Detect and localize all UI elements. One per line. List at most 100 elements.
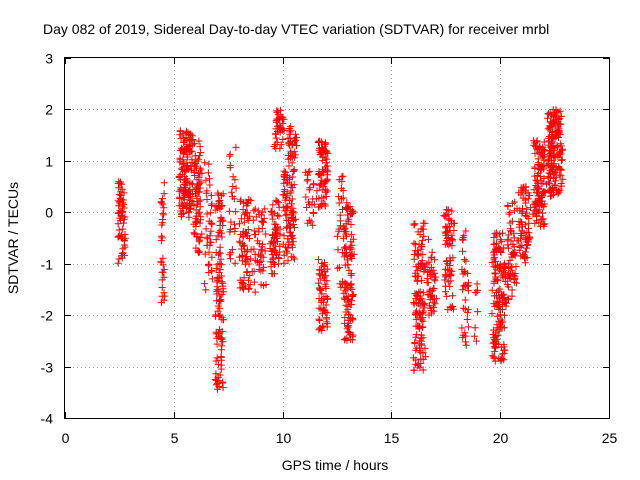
data-point [206,232,214,240]
data-point [236,253,244,261]
data-point [459,286,467,294]
data-point [464,281,472,289]
data-point [190,202,198,210]
data-point [515,189,523,197]
data-point [430,285,438,293]
data-point [490,253,498,261]
data-point [500,324,508,332]
data-point [342,204,350,212]
data-point [521,248,529,256]
data-point [471,332,479,340]
data-point [464,323,472,331]
x-tick-label: 15 [384,430,400,446]
data-point [183,159,191,167]
data-point [194,247,202,255]
data-point [343,249,350,257]
data-point [275,199,282,207]
data-point [229,173,237,181]
data-point [556,115,564,123]
data-point [323,318,331,326]
data-point [473,280,481,288]
data-point [273,107,281,115]
data-point [496,285,504,293]
data-point [411,290,419,298]
data-point [492,245,500,253]
data-point [212,264,220,272]
data-point [497,323,505,331]
data-point [280,232,288,240]
data-point [289,217,297,225]
data-point [214,232,222,240]
data-point [197,149,205,156]
data-point [422,353,430,361]
data-point [186,186,194,194]
data-point [274,238,282,245]
data-point [544,173,552,181]
data-point [186,142,194,150]
data-point [500,294,508,301]
data-point [555,116,562,124]
data-point [213,278,221,286]
data-point [239,240,247,248]
data-point [474,286,481,294]
data-point [206,238,214,246]
data-point [341,296,349,304]
data-point [496,236,504,244]
data-point [249,216,257,224]
data-point [424,268,432,276]
data-point [237,215,245,223]
data-point [544,110,552,117]
data-point [198,169,206,177]
data-point [226,251,234,259]
data-point [419,225,427,233]
data-point [218,316,226,324]
data-point [348,336,356,344]
data-point [411,240,419,248]
data-point [341,224,349,232]
data-point [121,213,129,221]
data-point [473,288,481,296]
data-point [344,305,352,313]
data-point [191,152,199,160]
data-point [277,141,285,149]
data-point [524,195,532,203]
data-point [547,185,554,193]
data-point [245,260,253,268]
data-point [250,278,258,286]
data-point [197,166,205,174]
data-point [159,254,167,262]
data-point [546,151,554,159]
data-point [530,186,538,194]
data-point [442,222,450,230]
data-point [159,216,167,223]
data-point [340,294,348,302]
data-point [543,162,551,170]
data-point [120,204,128,212]
data-point [276,230,284,238]
data-point [430,298,438,306]
data-point [196,196,204,204]
data-point [460,232,468,240]
data-point [498,238,506,246]
y-axis-title: SDTVAR / TECUs [5,182,21,294]
data-point [310,180,318,188]
data-point [202,225,210,233]
data-point [280,251,288,259]
data-point [175,174,183,181]
data-point [279,125,287,133]
data-point [288,195,296,203]
data-point [237,231,245,238]
data-point [461,296,469,304]
data-point [290,209,297,217]
data-point [317,285,325,293]
data-point [212,328,220,336]
data-point [317,180,324,188]
data-point [442,282,449,290]
data-point [346,202,354,210]
data-point [195,236,203,244]
data-point [251,256,259,264]
data-point [492,338,500,346]
data-point [334,264,342,272]
data-point [285,152,292,159]
data-point [179,202,187,210]
